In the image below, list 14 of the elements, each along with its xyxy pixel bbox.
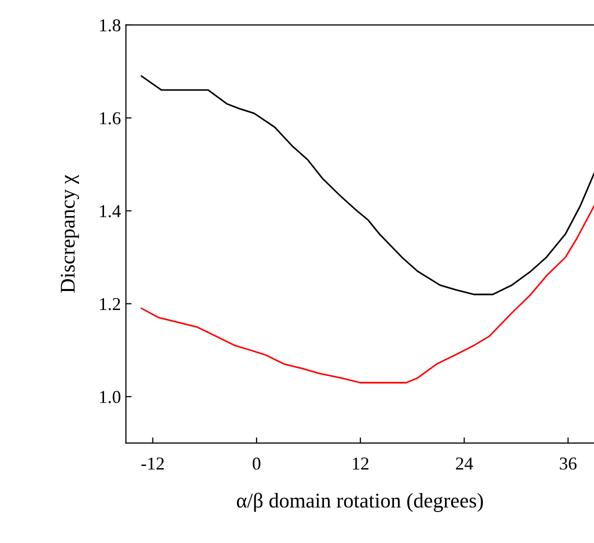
x-tick-label: 24 [456, 458, 473, 470]
line-series [140, 75, 594, 296]
y-tick-label: 1.4 [100, 205, 121, 218]
x-axis-title: α/β domain rotation (degrees) [236, 492, 483, 512]
line-series [140, 205, 594, 384]
y-tick-label: 1.6 [100, 112, 121, 124]
x-tick-label: 0 [252, 458, 260, 470]
x-tick-label: 36 [560, 458, 577, 470]
y-axis-title: Discrepancy χ [60, 174, 80, 293]
x-tick-label: 12 [352, 458, 368, 470]
y-tick-label: 1.0 [100, 390, 120, 404]
y-tick-label: 1.2 [100, 298, 120, 310]
x-tick-label: -12 [141, 458, 164, 470]
y-tick-label: 1.8 [100, 19, 120, 32]
